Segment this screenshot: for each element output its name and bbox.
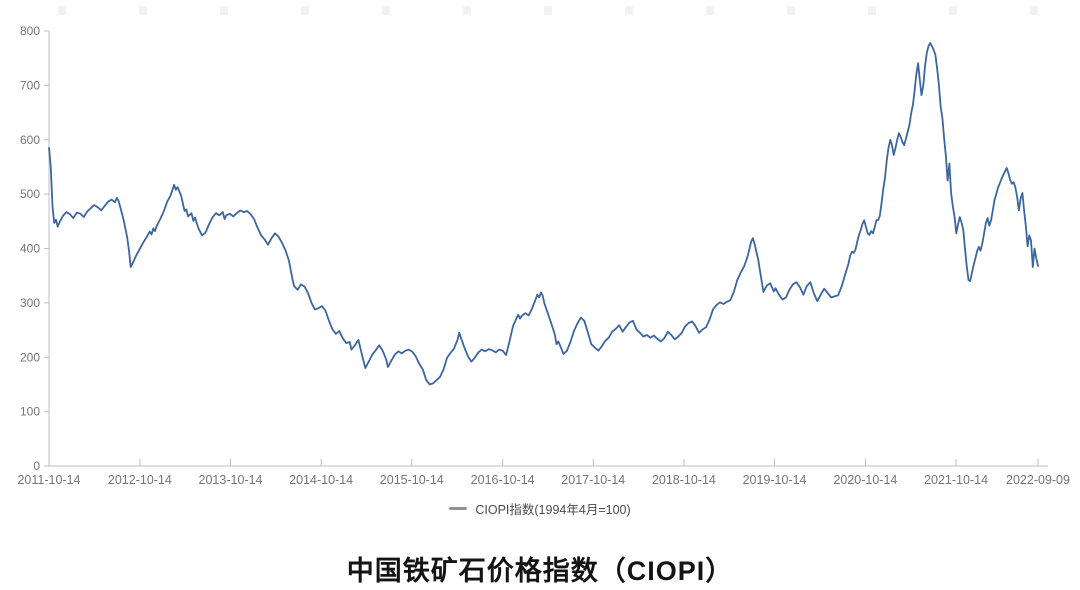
x-tick-label: 2013-10-14: [199, 473, 263, 487]
y-tick-label: 0: [33, 459, 40, 473]
x-tick-label: 2012-10-14: [108, 473, 172, 487]
y-tick-label: 200: [20, 350, 40, 364]
x-tick-label: 2020-10-14: [833, 473, 897, 487]
x-tick-label: 2016-10-14: [471, 473, 535, 487]
y-tick-label: 700: [20, 78, 40, 92]
y-tick-label: 400: [20, 242, 40, 256]
x-tick-label: 2014-10-14: [289, 473, 353, 487]
x-tick-label: 2018-10-14: [652, 473, 716, 487]
x-tick-label: 2015-10-14: [380, 473, 444, 487]
y-tick-label: 600: [20, 133, 40, 147]
x-tick-label: 2022-09-09: [1006, 473, 1070, 487]
y-tick-label: 100: [20, 405, 40, 419]
watermark-row: [58, 6, 1053, 15]
legend: CIOPI指数(1994年4月=100): [0, 499, 1080, 518]
legend-label: CIOPI指数(1994年4月=100): [475, 503, 631, 517]
price-line: [48, 42, 1039, 386]
x-tick-label: 2011-10-14: [17, 473, 80, 487]
y-tick-label: 500: [20, 187, 40, 201]
x-tick-label: 2017-10-14: [561, 473, 625, 487]
line-chart: 0 100 200 300 400 500 600 700 800 2011-10-14 2012-…: [17, 24, 1070, 487]
legend-line-swatch: [449, 507, 468, 510]
chart-title: 中国铁矿石价格指数（CIOPI）: [346, 556, 734, 586]
y-tick-label: 800: [20, 24, 40, 38]
x-tick-label: 2021-10-14: [924, 473, 988, 487]
y-tick-label: 300: [20, 296, 40, 310]
x-tick-label: 2019-10-14: [743, 473, 807, 487]
